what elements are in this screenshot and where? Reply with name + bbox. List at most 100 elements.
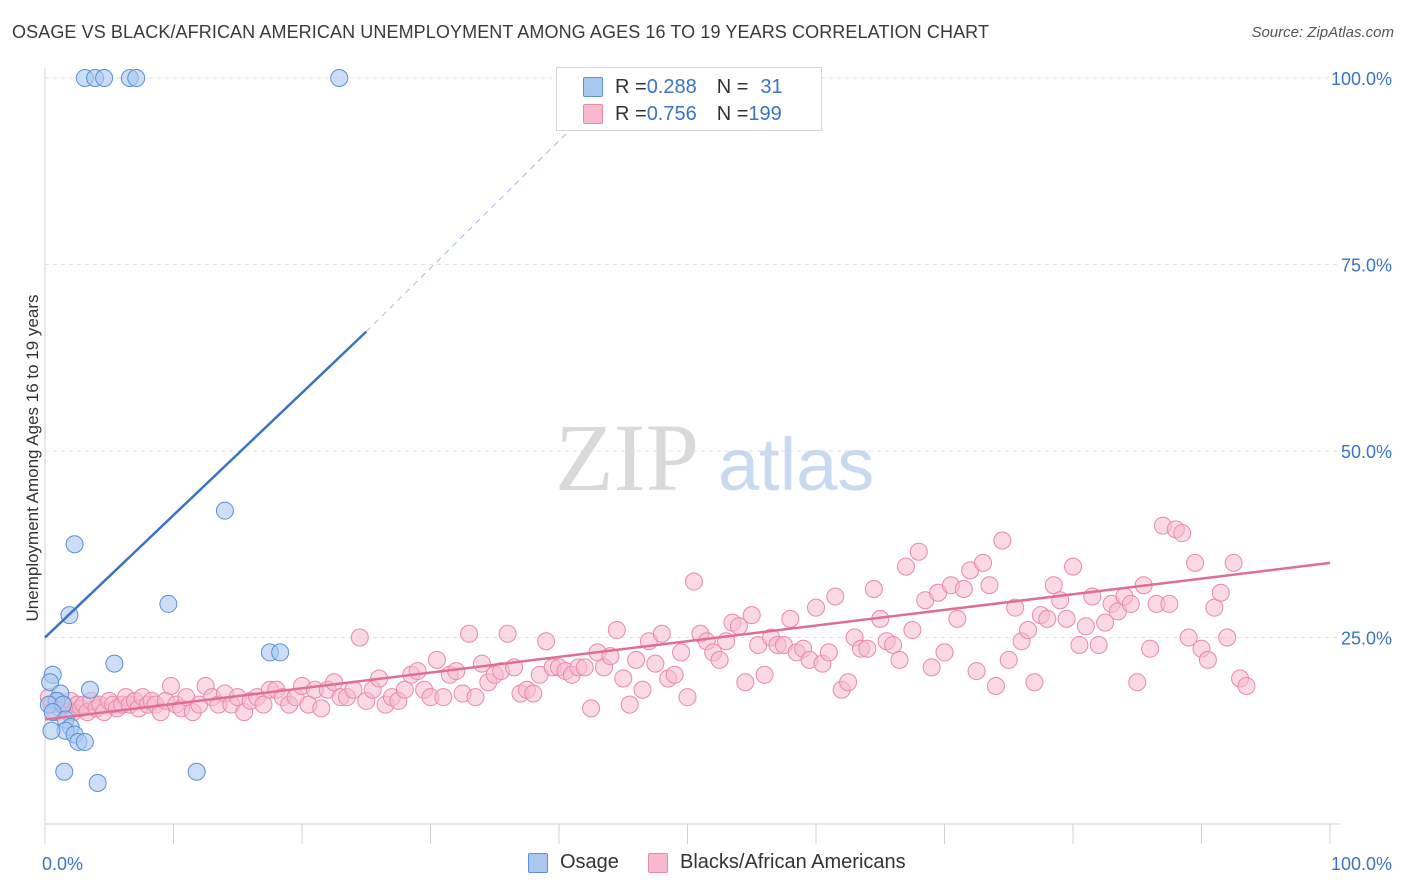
data-point-blacks: [652, 624, 671, 643]
data-point-blacks: [665, 665, 684, 684]
data-point-blacks: [460, 624, 479, 643]
watermark: ZIP atlas: [555, 404, 874, 511]
data-point-blacks: [620, 695, 639, 714]
data-point-blacks: [1038, 609, 1057, 628]
legend-r-value: 0.756: [646, 102, 697, 125]
chart-title: OSAGE VS BLACK/AFRICAN AMERICAN UNEMPLOY…: [12, 22, 990, 42]
data-point-osage: [330, 69, 349, 87]
data-point-blacks: [1141, 639, 1160, 658]
data-point-blacks: [1218, 628, 1237, 647]
data-point-blacks: [986, 676, 1005, 695]
data-point-blacks: [684, 572, 703, 591]
data-point-blacks: [607, 621, 626, 640]
data-point-blacks: [967, 662, 986, 681]
data-point-blacks: [646, 654, 665, 673]
data-point-blacks: [807, 598, 825, 617]
correlation-legend: R = 0.288 N = 31 R = 0.756 N = 199: [556, 67, 822, 131]
legend-r-value: 0.288: [646, 75, 697, 98]
trend-line-osage-extension: [365, 114, 586, 332]
data-point-osage: [88, 773, 107, 792]
data-point-blacks: [710, 650, 729, 669]
x-tick-label: 100.0%: [1331, 854, 1392, 874]
data-point-blacks: [427, 650, 446, 669]
data-point-osage: [55, 762, 74, 781]
data-point-blacks: [1057, 609, 1076, 628]
data-point-osage: [271, 643, 290, 662]
data-point-osage: [65, 535, 84, 554]
data-point-osage: [215, 501, 234, 520]
legend-row-osage: R = 0.288 N = 31: [557, 74, 783, 100]
data-point-osage: [127, 69, 146, 87]
data-point-blacks: [434, 688, 453, 707]
data-point-blacks: [736, 673, 755, 692]
grid-lines: [45, 77, 1340, 638]
data-point-blacks: [1186, 553, 1205, 572]
data-point-blacks: [839, 673, 858, 692]
data-point-blacks: [1006, 598, 1025, 617]
data-point-blacks: [1198, 650, 1217, 669]
data-point-osage: [105, 654, 124, 673]
tick-labels: 25.0% 50.0% 75.0% 100.0% 0.0% 100.0%: [42, 69, 1392, 874]
data-point-blacks: [498, 624, 517, 643]
data-point-blacks: [466, 688, 485, 707]
data-point-blacks: [614, 669, 633, 688]
data-point-blacks: [826, 587, 845, 606]
data-point-blacks: [537, 632, 556, 651]
y-tick-label: 100.0%: [1331, 69, 1392, 89]
data-point-blacks: [896, 557, 915, 576]
data-point-blacks: [627, 650, 646, 669]
data-point-blacks: [948, 609, 967, 628]
data-point-blacks: [1128, 673, 1147, 692]
data-point-blacks: [1044, 576, 1063, 595]
data-point-blacks: [1224, 553, 1243, 572]
watermark-atlas: atlas: [718, 423, 874, 506]
legend-swatch-blacks: [583, 104, 603, 124]
data-point-osage: [95, 69, 114, 87]
x-tick-label: 0.0%: [42, 854, 83, 874]
legend-n-label: N =: [716, 75, 749, 98]
data-point-blacks: [903, 621, 922, 640]
data-point-blacks: [974, 553, 993, 572]
data-point-blacks: [672, 643, 691, 662]
trend-line-osage: [44, 330, 368, 639]
y-tick-label: 25.0%: [1341, 629, 1392, 649]
data-point-blacks: [890, 650, 909, 669]
series-osage-points: [39, 69, 349, 792]
data-point-blacks: [884, 635, 903, 654]
data-point-osage: [80, 680, 99, 699]
bottom-legend-osage: Osage: [528, 851, 619, 874]
data-point-blacks: [999, 650, 1018, 669]
data-point-osage: [187, 762, 206, 781]
data-point-blacks: [922, 658, 941, 677]
data-point-blacks: [1121, 594, 1140, 613]
data-point-blacks: [633, 680, 652, 699]
data-point-blacks: [254, 695, 273, 714]
legend-swatch-osage: [583, 77, 603, 97]
data-point-blacks: [954, 580, 973, 599]
data-point-blacks: [755, 665, 774, 684]
data-point-blacks: [350, 628, 369, 647]
data-point-blacks: [408, 662, 427, 681]
data-point-blacks: [1205, 598, 1224, 617]
data-point-blacks: [1025, 673, 1044, 692]
data-point-blacks: [1070, 635, 1089, 654]
data-point-blacks: [742, 606, 761, 625]
data-point-blacks: [1096, 613, 1115, 632]
bottom-legend-blacks: Blacks/African Americans: [648, 851, 906, 874]
legend-r-label: R =: [615, 102, 647, 125]
legend-row-blacks: R = 0.756 N = 199: [557, 101, 782, 127]
data-point-blacks: [993, 531, 1012, 550]
bottom-legend-label-osage: Osage: [560, 851, 619, 873]
data-point-blacks: [909, 542, 928, 561]
data-point-blacks: [1019, 621, 1038, 640]
data-point-blacks: [1089, 635, 1108, 654]
data-point-osage: [42, 721, 61, 740]
data-point-osage: [41, 673, 60, 692]
bottom-legend-label-blacks: Blacks/African Americans: [680, 851, 906, 873]
data-point-osage: [159, 594, 178, 613]
data-point-blacks: [1237, 676, 1256, 695]
data-point-blacks: [819, 643, 838, 662]
legend-n-value: 31: [760, 75, 783, 98]
data-point-blacks: [582, 699, 601, 718]
